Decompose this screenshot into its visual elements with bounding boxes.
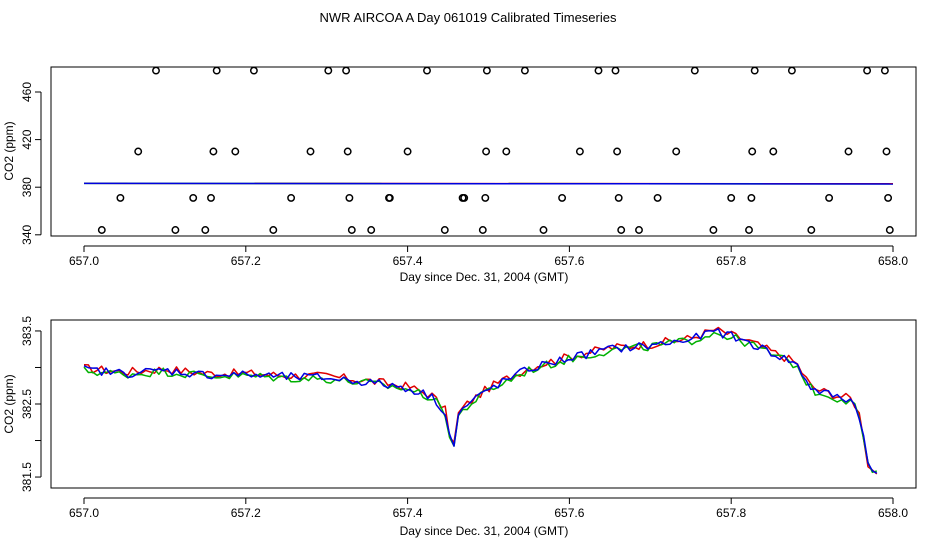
data-point (727, 193, 736, 202)
top-series-line-series3 (83, 182, 894, 185)
data-point (367, 226, 376, 234)
bottom-x-axis-label: Day since Dec. 31, 2004 (GMT) (400, 524, 569, 538)
data-point (882, 147, 891, 156)
data-point (690, 66, 699, 75)
top-x-axis: 657.0 657.2 657.4 657.6 657.8 658.0 (69, 245, 908, 268)
top-y-axis-label: CO2 (ppm) (2, 121, 16, 180)
top-x-tick-label: 657.2 (231, 254, 261, 268)
bottom-x-tick-label: 657.0 (69, 506, 99, 520)
data-point (613, 147, 622, 156)
bottom-series-line-series3 (83, 328, 878, 474)
data-point (343, 147, 352, 156)
bottom-plot-frame (50, 319, 917, 489)
data-point (520, 66, 529, 75)
top-x-tick-label: 657.4 (393, 254, 423, 268)
top-y-tick-label: 340 (20, 224, 34, 244)
data-point (614, 193, 623, 202)
data-point (342, 66, 351, 75)
data-point (482, 66, 491, 75)
data-point (440, 226, 449, 234)
chart-title: NWR AIRCOA A Day 061019 Calibrated Times… (319, 10, 617, 25)
data-point (269, 226, 278, 234)
top-series-group (83, 182, 894, 185)
bottom-y-tick-label: 381.5 (20, 462, 34, 492)
data-point (306, 147, 315, 156)
data-point (345, 193, 354, 202)
data-point (825, 193, 834, 202)
top-plot-frame (50, 66, 917, 237)
bottom-x-tick-label: 657.2 (231, 506, 261, 520)
bottom-y-axis-label: CO2 (ppm) (2, 374, 16, 433)
data-point (481, 193, 490, 202)
bottom-x-axis: 657.0 657.2 657.4 657.6 657.8 658.0 (69, 497, 908, 520)
data-point (807, 226, 816, 234)
data-point (385, 193, 394, 202)
data-point (672, 147, 681, 156)
bottom-x-tick-label: 657.6 (554, 506, 584, 520)
data-point (594, 66, 603, 75)
data-point (539, 226, 548, 234)
data-point (769, 147, 778, 156)
data-point (863, 66, 872, 75)
data-point (653, 193, 662, 202)
data-point (460, 193, 469, 202)
top-x-axis-label: Day since Dec. 31, 2004 (GMT) (400, 270, 569, 284)
data-point (787, 66, 796, 75)
data-point (747, 193, 756, 202)
bottom-y-tick-label: 383.5 (20, 316, 34, 346)
data-point (201, 226, 210, 234)
data-point (748, 147, 757, 156)
bottom-y-axis: 381.5 382.5 383.5 (20, 316, 42, 492)
data-point (611, 66, 620, 75)
data-point (709, 226, 718, 234)
data-point (207, 193, 215, 202)
data-point (209, 147, 218, 156)
data-point (635, 226, 643, 234)
bottom-x-tick-label: 657.8 (716, 506, 746, 520)
top-x-tick-label: 657.8 (716, 254, 746, 268)
bottom-x-tick-label: 657.4 (393, 506, 423, 520)
bottom-y-tick-label: 382.5 (20, 389, 34, 419)
data-point (575, 147, 584, 156)
bottom-series-line-series2 (83, 331, 878, 474)
data-point (97, 226, 106, 234)
data-point (423, 66, 431, 75)
data-point (750, 66, 759, 75)
data-point (324, 66, 333, 75)
data-point (745, 226, 753, 234)
data-point (403, 147, 412, 156)
data-point (617, 226, 626, 234)
data-point (287, 193, 296, 202)
top-x-tick-label: 657.0 (69, 254, 99, 268)
data-point (347, 226, 356, 234)
data-point (478, 226, 487, 234)
data-point (171, 226, 180, 234)
data-point (249, 66, 258, 75)
top-y-tick-label: 460 (20, 82, 34, 102)
data-point (134, 147, 143, 156)
data-point (152, 66, 160, 75)
data-point (885, 226, 894, 234)
top-x-tick-label: 657.6 (554, 254, 584, 268)
top-y-axis: 340 380 420 460 (20, 82, 42, 245)
top-points-group (97, 66, 894, 234)
top-x-tick-label: 658.0 (878, 254, 908, 268)
data-point (880, 66, 889, 75)
bottom-x-tick-label: 658.0 (878, 506, 908, 520)
bottom-series-group (83, 326, 878, 475)
top-y-tick-label: 380 (20, 177, 34, 197)
data-point (884, 193, 893, 202)
data-point (844, 147, 853, 156)
data-point (231, 147, 240, 156)
data-point (212, 66, 221, 75)
data-point (116, 193, 125, 202)
top-y-tick-label: 420 (20, 129, 34, 149)
data-point (189, 193, 198, 202)
data-point (502, 147, 511, 156)
data-point (558, 193, 567, 202)
data-point (482, 147, 491, 156)
